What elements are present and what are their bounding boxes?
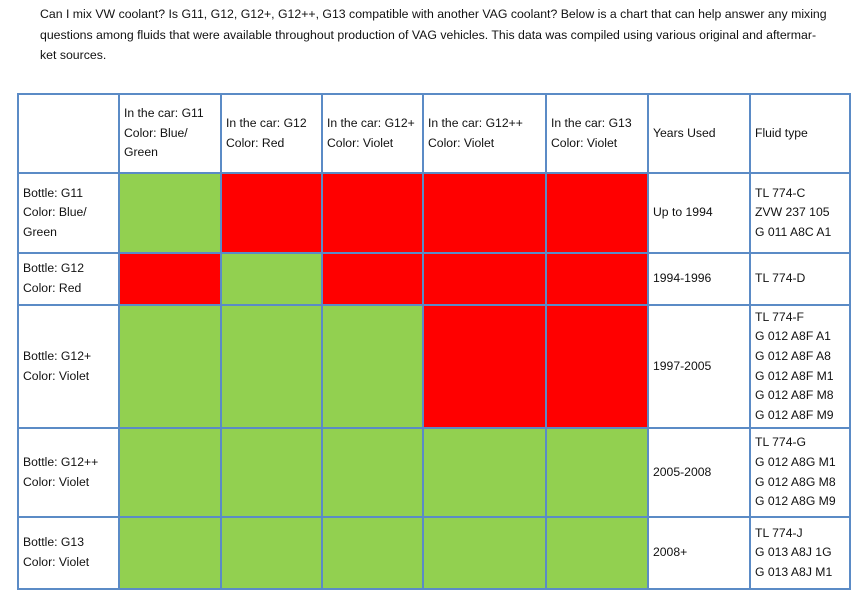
fluid-type-cell: TL 774-D (749, 252, 851, 306)
compatibility-cell (422, 304, 547, 429)
compatibility-cell (118, 516, 222, 590)
table-row: Bottle: G12+ Color: Violet 1997-2005 TL 774… (17, 304, 851, 429)
compatibility-cell (545, 172, 649, 254)
compatibility-cell (545, 252, 649, 306)
compatibility-cell (321, 304, 424, 429)
table-row: Bottle: G12++ Color: Violet 2005-2008 TL 77… (17, 427, 851, 518)
compatibility-cell (321, 516, 424, 590)
years-used-cell: 2008+ (647, 516, 751, 590)
compatibility-cell (220, 252, 323, 306)
compatibility-cell (422, 516, 547, 590)
compatibility-cell (545, 304, 649, 429)
compatibility-cell (321, 252, 424, 306)
fluid-type-cell: TL 774-F G 012 A8F A1 G 012 A8F A8 G 012 A8… (749, 304, 851, 429)
compatibility-cell (220, 427, 323, 518)
bottle-label-cell: Bottle: G12+ Color: Violet (17, 304, 120, 429)
table-row: Bottle: G11 Color: Blue/Green Up to 1994 TL… (17, 172, 851, 254)
header-years-used: Years Used (647, 93, 751, 174)
years-used-cell: Up to 1994 (647, 172, 751, 254)
header-g12-plus-plus: In the car: G12++ Color: Violet (422, 93, 547, 174)
compatibility-cell (422, 172, 547, 254)
compatibility-cell (321, 427, 424, 518)
compatibility-cell (321, 172, 424, 254)
compatibility-cell (545, 516, 649, 590)
intro-line-1: Can I mix VW coolant? Is G11, G12, G12+,… (40, 7, 827, 21)
years-used-cell: 2005-2008 (647, 427, 751, 518)
fluid-type-cell: TL 774-G G 012 A8G M1 G 012 A8G M8 G 012 A8… (749, 427, 851, 518)
compatibility-cell (545, 427, 649, 518)
intro-text: Can I mix VW coolant? Is G11, G12, G12+,… (40, 4, 840, 66)
compatibility-cell (220, 516, 323, 590)
years-used-cell: 1994-1996 (647, 252, 751, 306)
compatibility-cell (118, 427, 222, 518)
compatibility-cell (422, 252, 547, 306)
header-g12: In the car: G12 Color: Red (220, 93, 323, 174)
fluid-type-cell: TL 774-C ZVW 237 105 G 011 A8C A1 (749, 172, 851, 254)
years-used-cell: 1997-2005 (647, 304, 751, 429)
header-row: In the car: G11 Color: Blue/Green In the … (17, 93, 851, 174)
compatibility-cell (220, 172, 323, 254)
fluid-type-cell: TL 774-J G 013 A8J 1G G 013 A8J M1 (749, 516, 851, 590)
compatibility-cell (220, 304, 323, 429)
intro-line-3: ket sources. (40, 48, 107, 62)
bottle-label-cell: Bottle: G12++ Color: Violet (17, 427, 120, 518)
header-g12-plus: In the car: G12+ Color: Violet (321, 93, 424, 174)
table-row: Bottle: G13 Color: Violet 2008+ TL 774-J G 0… (17, 516, 851, 590)
header-g11: In the car: G11 Color: Blue/Green (118, 93, 222, 174)
compatibility-cell (422, 427, 547, 518)
compatibility-cell (118, 252, 222, 306)
header-fluid-type: Fluid type (749, 93, 851, 174)
header-g13: In the car: G13 Color: Violet (545, 93, 649, 174)
coolant-compatibility-table: In the car: G11 Color: Blue/Green In the … (17, 93, 851, 590)
intro-line-2: questions among fluids that were availab… (40, 27, 817, 42)
bottle-label-cell: Bottle: G11 Color: Blue/Green (17, 172, 120, 254)
bottle-label-cell: Bottle: G12 Color: Red (17, 252, 120, 306)
compatibility-cell (118, 172, 222, 254)
corner-cell (17, 93, 120, 174)
bottle-label-cell: Bottle: G13 Color: Violet (17, 516, 120, 590)
table-row: Bottle: G12 Color: Red 1994-1996 TL 774-D (17, 252, 851, 306)
compatibility-cell (118, 304, 222, 429)
